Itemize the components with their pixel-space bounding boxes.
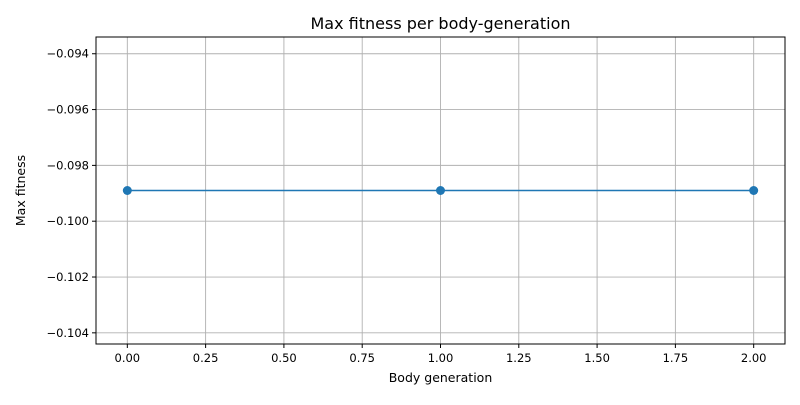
y-axis-label: Max fitness	[13, 155, 28, 226]
x-tick-label: 1.50	[584, 351, 610, 365]
data-point	[749, 186, 759, 195]
y-tick-label: −0.096	[46, 103, 89, 117]
x-tick-label: 1.25	[506, 351, 532, 365]
y-tick-label: −0.098	[46, 158, 89, 172]
y-tick-label: −0.102	[46, 270, 89, 284]
data-point	[436, 186, 445, 195]
x-tick-label: 0.75	[349, 351, 375, 365]
x-tick-label: 1.75	[663, 351, 689, 365]
x-tick-label: 0.25	[193, 351, 219, 365]
y-tick-label: −0.094	[46, 47, 89, 61]
y-tick-label: −0.104	[46, 326, 89, 340]
tick-layer: 0.00 0.25 0.50 0.75 1.00 1.25 1.50 1.75 2.00 −0.0…	[46, 47, 766, 365]
data-point	[122, 186, 132, 195]
x-axis-label: Body generation	[389, 370, 493, 385]
x-tick-label: 1.00	[428, 351, 454, 365]
series-layer	[122, 186, 759, 195]
chart-title: Max fitness per body-generation	[311, 14, 571, 33]
x-tick-label: 2.00	[741, 351, 767, 365]
x-tick-label: 0.50	[271, 351, 297, 365]
y-tick-label: −0.100	[46, 214, 89, 228]
x-tick-label: 0.00	[115, 351, 141, 365]
